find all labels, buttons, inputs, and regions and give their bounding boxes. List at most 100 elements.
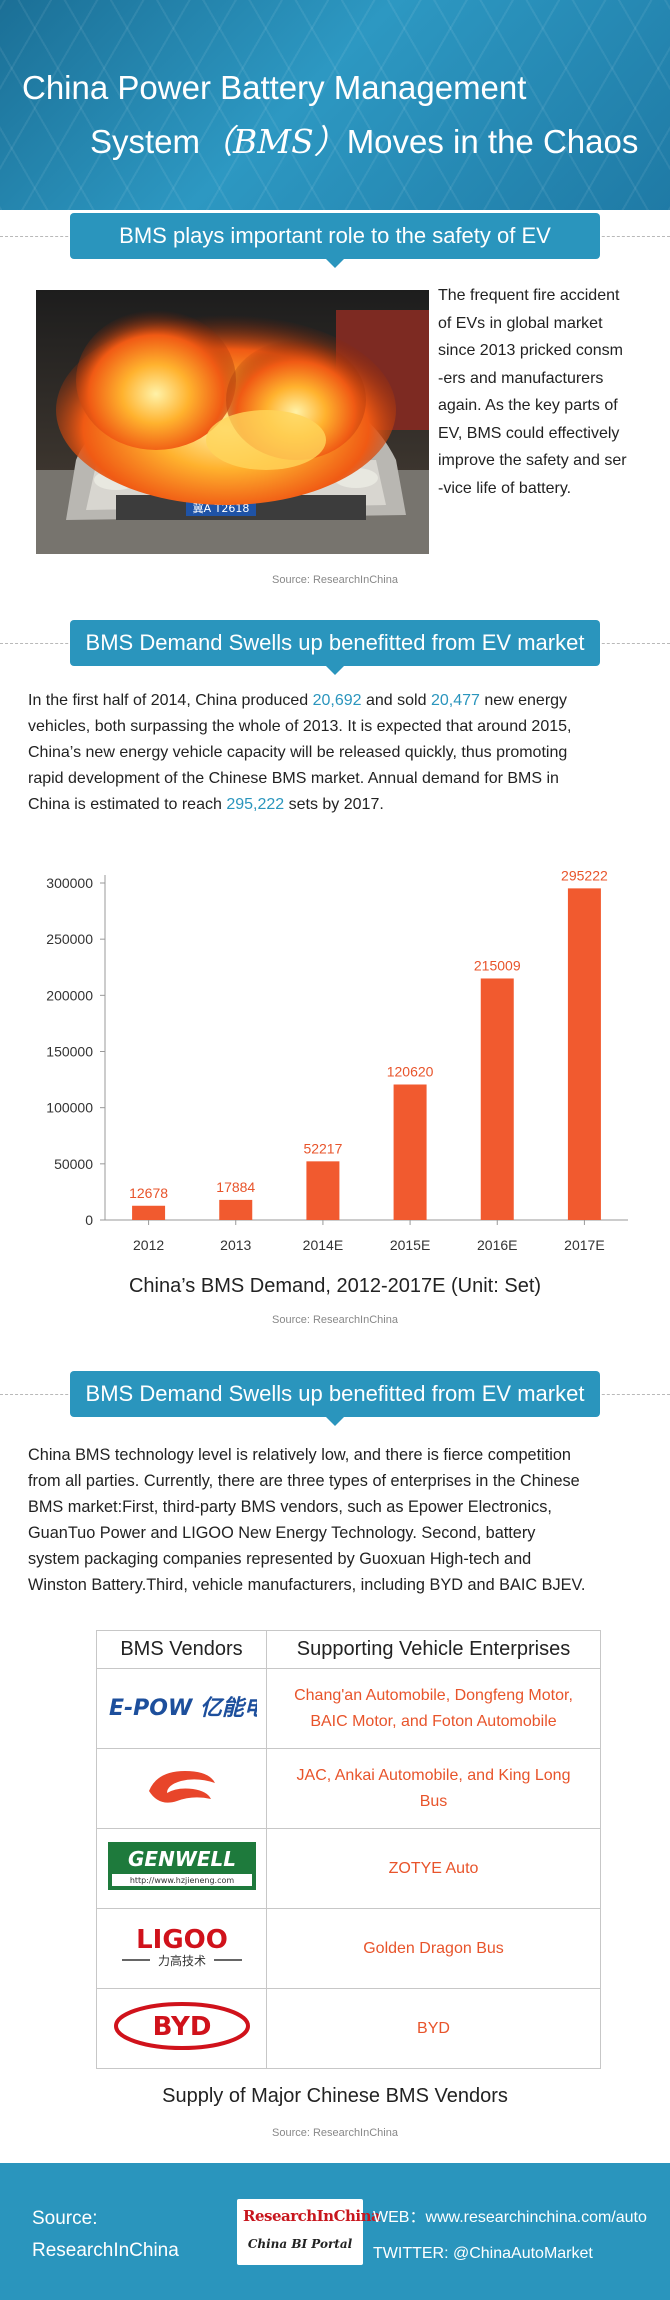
- highlight-sold: 20,477: [430, 692, 480, 709]
- table-row: JAC, Ankai Automobile, and King Long Bus: [96, 1748, 601, 1829]
- column-header-vendors: BMS Vendors: [96, 1630, 267, 1669]
- ligoo-logo-text: LIGOO: [136, 1925, 228, 1955]
- section2-source: Source: ResearchInChina: [272, 1314, 398, 1326]
- section3-source: Source: ResearchInChina: [272, 2127, 398, 2139]
- paragraph-line: from all parties. Currently, there are t…: [28, 1472, 580, 1490]
- y-tick-label: 100000: [46, 1100, 93, 1116]
- table-row: BYD BYD: [96, 1988, 601, 2069]
- text-fragment: and sold: [361, 692, 431, 709]
- highlight-produced: 20,692: [312, 692, 362, 709]
- bar: [306, 1161, 340, 1220]
- data-label: 120620: [387, 1064, 434, 1080]
- paragraph-line: China BMS technology level is relatively…: [28, 1446, 571, 1464]
- text-line: of EVs in global market: [438, 314, 603, 332]
- y-tick-label: 0: [85, 1212, 93, 1228]
- bar: [480, 978, 514, 1220]
- bar: [219, 1199, 253, 1220]
- data-label: 17884: [216, 1179, 255, 1195]
- x-tick-label: 2013: [220, 1237, 251, 1253]
- title-word-system: System: [90, 123, 201, 160]
- paragraph-line: rapid development of the Chinese BMS mar…: [28, 770, 559, 787]
- highlight-demand: 295,222: [226, 796, 285, 813]
- y-tick-label: 250000: [46, 931, 93, 947]
- table-row: E-POW 亿能电子 Chang'an Automobile, Dongfeng…: [96, 1668, 601, 1749]
- logo-main-text: ResearchInChina: [243, 2207, 381, 2225]
- epow-logo-text: E-POW 亿能电子: [109, 1695, 257, 1721]
- page-title-line1: China Power Battery Management: [22, 69, 527, 106]
- vendor-table: BMS Vendors Supporting Vehicle Enterpris…: [96, 1630, 601, 2069]
- section2-banner: BMS Demand Swells up benefitted from EV …: [70, 620, 600, 675]
- title-bms: （BMS）: [200, 122, 347, 161]
- guantuo-logo: [96, 1748, 267, 1829]
- section2-paragraph: In the first half of 2014, China produce…: [28, 688, 648, 818]
- footer-twitter-link[interactable]: TWITTER: @ChinaAutoMarket: [373, 2245, 593, 2262]
- burning-car-illustration: 冀A T2618: [36, 290, 429, 554]
- y-tick-label: 150000: [46, 1044, 93, 1060]
- paragraph-line: BMS market:First, third-party BMS vendor…: [28, 1498, 552, 1516]
- text-fragment: China is estimated to reach: [28, 796, 227, 813]
- genwell-logo-text: GENWELL: [127, 1847, 235, 1871]
- y-tick-label: 300000: [46, 875, 93, 891]
- chart-title: China’s BMS Demand, 2012-2017E (Unit: Se…: [128, 1275, 542, 1297]
- text-line: since 2013 pricked consm: [438, 342, 623, 359]
- text-line: -ers and manufacturers: [438, 369, 604, 387]
- y-tick-label: 50000: [54, 1156, 93, 1172]
- footer: Source: ResearchInChina ResearchInChina …: [0, 2163, 670, 2300]
- table-caption: Supply of Major Chinese BMS Vendors: [162, 2085, 508, 2107]
- x-tick-label: 2015E: [390, 1237, 430, 1253]
- section3-paragraph: China BMS technology level is relatively…: [28, 1442, 648, 1598]
- paragraph-line: GuanTuo Power and LIGOO New Energy Techn…: [28, 1524, 536, 1542]
- bar: [132, 1205, 166, 1220]
- enterprises-cell: Golden Dragon Bus: [266, 1908, 601, 1989]
- text-line: EV, BMS could effectively: [438, 424, 620, 442]
- data-label: 215009: [474, 957, 521, 973]
- byd-logo-text: BYD: [152, 2012, 211, 2042]
- genwell-url: http://www.hzjieneng.com: [129, 1876, 234, 1885]
- y-tick-label: 200000: [46, 987, 93, 1003]
- ligoo-logo-sub: 力高技术: [157, 1953, 205, 1968]
- logo-sub-text: China BI Portal: [247, 2237, 353, 2251]
- footer-source-name: ResearchInChina: [32, 2240, 179, 2261]
- x-tick-label: 2012: [133, 1237, 164, 1253]
- genwell-logo: GENWELL http://www.hzjieneng.com: [96, 1828, 267, 1909]
- text-line: The frequent fire accident: [438, 287, 620, 304]
- text-fragment: new energy: [479, 692, 568, 709]
- section3-banner: BMS Demand Swells up benefitted from EV …: [70, 1371, 600, 1426]
- enterprises-cell: JAC, Ankai Automobile, and King Long Bus: [266, 1748, 601, 1829]
- footer-web-link[interactable]: WEB：www.researchinchina.com/auto: [373, 2209, 647, 2226]
- paragraph-line: China’s new energy vehicle capacity will…: [28, 744, 568, 761]
- researchinchina-logo: ResearchInChina China BI Portal: [237, 2199, 381, 2265]
- text-fragment: In the first half of 2014, China produce…: [28, 692, 313, 709]
- burning-car-photo: 冀A T2618: [36, 290, 429, 554]
- paragraph-line: system packaging companies represented b…: [28, 1550, 532, 1568]
- data-label: 52217: [303, 1140, 342, 1156]
- enterprises-cell: BYD: [266, 1988, 601, 2069]
- table-row: GENWELL http://www.hzjieneng.com ZOTYE A…: [96, 1828, 601, 1909]
- section1-description: The frequent fire accident of EVs in glo…: [438, 282, 660, 502]
- bar: [567, 888, 601, 1220]
- table-row: LIGOO 力高技术 Golden Dragon Bus: [96, 1908, 601, 1989]
- ligoo-logo: LIGOO 力高技术: [96, 1908, 267, 1989]
- table-header-row: BMS Vendors Supporting Vehicle Enterpris…: [96, 1630, 601, 1669]
- text-line: -vice life of battery.: [438, 479, 572, 497]
- data-label: 295222: [561, 867, 608, 883]
- bms-demand-chart: 0 50000 100000 150000 200000 250000 300000 1267…: [0, 850, 670, 1270]
- epow-logo: E-POW 亿能电子: [96, 1668, 289, 1749]
- x-tick-label: 2014E: [303, 1237, 343, 1253]
- header-pattern: [0, 0, 670, 210]
- header-banner: China Power Battery Management System（BM…: [0, 0, 670, 210]
- text-line: improve the safety and ser: [438, 452, 627, 469]
- section1-source: Source: ResearchInChina: [272, 574, 398, 586]
- title-tail: Moves in the Chaos: [346, 123, 639, 160]
- x-tick-label: 2016E: [477, 1237, 517, 1253]
- bar-chart-svg: 0 50000 100000 150000 200000 250000 300000 1267…: [46, 867, 628, 1253]
- byd-logo: BYD: [96, 1988, 267, 2069]
- enterprises-cell: Chang'an Automobile, Dongfeng Motor, BAI…: [266, 1668, 601, 1749]
- enterprises-cell: ZOTYE Auto: [266, 1828, 601, 1909]
- bar: [393, 1084, 427, 1220]
- paragraph-line: vehicles, both surpassing the whole of 2…: [28, 718, 572, 735]
- guantuo-swirl-icon: [148, 1771, 215, 1803]
- column-header-enterprises: Supporting Vehicle Enterprises: [266, 1630, 601, 1669]
- paragraph-line: Winston Battery.Third, vehicle manufactu…: [28, 1576, 586, 1594]
- text-fragment: sets by 2017.: [284, 796, 384, 813]
